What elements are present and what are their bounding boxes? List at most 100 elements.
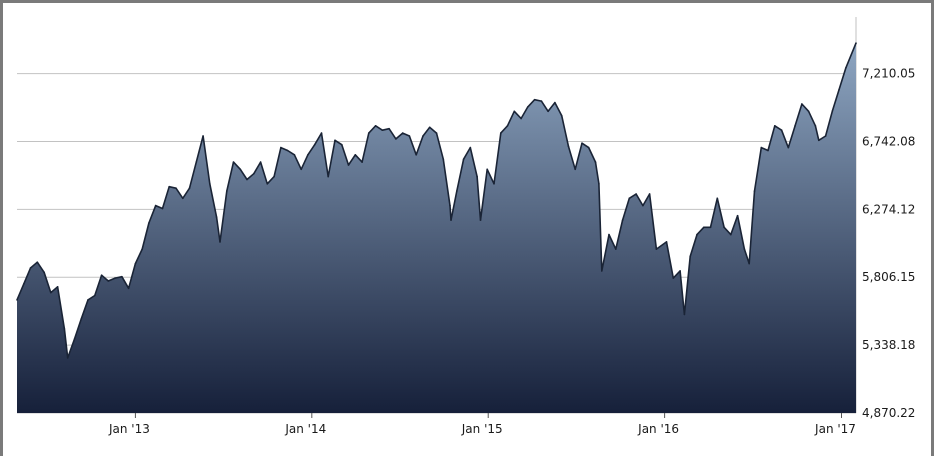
data-point-27 <box>195 161 198 163</box>
data-point-45 <box>313 143 316 146</box>
data-point-53 <box>368 132 370 134</box>
data-point-67 <box>456 190 458 192</box>
series-area-0 <box>17 43 856 413</box>
data-point-49 <box>341 143 343 146</box>
data-point-104 <box>696 233 698 236</box>
data-point-79 <box>533 98 536 101</box>
data-point-81 <box>547 110 549 113</box>
data-point-91 <box>608 233 610 236</box>
x-tick-label-1: Jan '14 <box>284 422 326 436</box>
data-point-105 <box>703 226 705 229</box>
data-point-20 <box>148 222 150 224</box>
data-point-82 <box>554 101 556 104</box>
data-point-13 <box>100 274 103 277</box>
data-point-74 <box>500 132 502 134</box>
data-point-3 <box>36 261 39 264</box>
data-point-1 <box>23 283 25 285</box>
data-point-90 <box>601 270 603 272</box>
data-point-128 <box>855 42 857 44</box>
data-point-48 <box>334 139 336 142</box>
data-point-123 <box>818 139 820 142</box>
data-point-101 <box>679 270 681 272</box>
data-point-96 <box>642 204 644 207</box>
data-point-61 <box>422 135 424 137</box>
data-point-93 <box>621 219 624 221</box>
data-point-117 <box>780 129 783 131</box>
data-point-118 <box>787 146 790 149</box>
data-point-110 <box>736 214 739 217</box>
data-point-43 <box>300 168 303 171</box>
data-point-77 <box>520 117 522 120</box>
x-tick-label-0: Jan '13 <box>108 422 150 436</box>
data-point-112 <box>748 262 750 265</box>
data-point-83 <box>560 114 563 117</box>
data-point-31 <box>219 241 221 243</box>
data-point-47 <box>327 175 330 178</box>
data-point-69 <box>469 146 472 149</box>
data-point-122 <box>814 125 817 127</box>
data-point-40 <box>280 146 282 149</box>
data-point-36 <box>253 172 255 175</box>
data-point-119 <box>794 125 796 127</box>
data-point-89 <box>598 183 600 185</box>
data-point-12 <box>94 294 96 297</box>
data-point-97 <box>648 193 651 195</box>
data-point-30 <box>215 216 218 218</box>
data-point-126 <box>838 88 840 91</box>
x-axis: Jan '13 Jan '14 Jan '15 Jan '16 Jan '17 <box>108 413 856 436</box>
data-point-125 <box>831 110 834 113</box>
y-axis: 7,210.05 6,742.08 6,274.12 5,806.15 5,338.18… <box>862 67 915 420</box>
data-point-57 <box>395 138 397 140</box>
data-point-9 <box>73 338 76 340</box>
data-point-111 <box>743 248 746 250</box>
data-point-5 <box>50 291 52 294</box>
data-point-63 <box>435 132 438 134</box>
data-point-66 <box>450 219 452 221</box>
y-tick-label-3: 5,806.15 <box>862 270 915 284</box>
data-point-92 <box>615 248 617 250</box>
data-point-26 <box>188 187 191 189</box>
data-point-84 <box>567 145 570 147</box>
data-point-80 <box>540 100 543 102</box>
data-point-124 <box>824 135 827 137</box>
series-layer <box>16 42 857 413</box>
data-point-8 <box>66 357 69 359</box>
data-point-87 <box>587 146 590 149</box>
data-point-98 <box>655 248 658 250</box>
data-point-106 <box>709 226 712 229</box>
data-point-19 <box>141 248 143 250</box>
data-point-120 <box>801 103 803 105</box>
data-point-115 <box>767 149 769 152</box>
data-point-116 <box>774 125 776 127</box>
data-point-37 <box>259 161 262 163</box>
data-point-21 <box>154 204 157 207</box>
y-tick-label-1: 6,742.08 <box>862 134 915 148</box>
data-point-72 <box>486 168 489 171</box>
data-point-52 <box>361 161 363 163</box>
data-point-34 <box>239 168 242 171</box>
data-point-29 <box>209 183 211 185</box>
data-point-56 <box>388 127 390 130</box>
data-point-65 <box>449 204 451 207</box>
data-point-23 <box>168 185 170 188</box>
x-tick-label-2: Jan '15 <box>461 422 503 436</box>
data-point-95 <box>635 193 637 195</box>
data-point-114 <box>760 146 763 149</box>
data-point-76 <box>513 110 516 113</box>
data-point-22 <box>161 207 164 210</box>
data-point-24 <box>175 187 177 189</box>
data-point-11 <box>87 299 89 301</box>
data-point-35 <box>246 178 248 181</box>
data-point-39 <box>273 175 275 178</box>
data-point-88 <box>594 161 597 163</box>
data-point-109 <box>730 233 732 236</box>
data-point-102 <box>683 313 686 316</box>
data-point-10 <box>80 317 83 320</box>
data-point-62 <box>428 126 431 129</box>
data-point-113 <box>753 190 756 192</box>
data-point-85 <box>574 168 576 171</box>
data-point-16 <box>121 275 123 278</box>
data-point-107 <box>716 197 719 200</box>
data-point-42 <box>293 154 296 156</box>
